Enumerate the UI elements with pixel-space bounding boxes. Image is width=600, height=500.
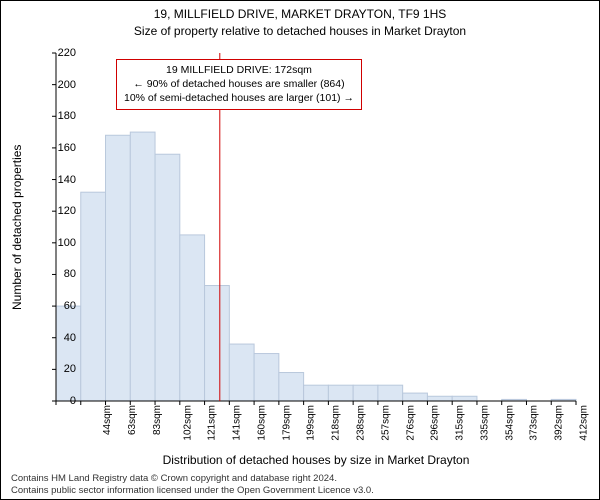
x-tick-label: 335sqm [479, 405, 490, 441]
x-tick-label: 276sqm [405, 405, 416, 441]
y-tick-label: 180 [46, 110, 76, 122]
x-axis-label: Distribution of detached houses by size … [56, 453, 576, 467]
x-tick-label: 238sqm [356, 405, 367, 441]
x-tick-label: 121sqm [207, 405, 218, 441]
annotation-line1: 19 MILLFIELD DRIVE: 172sqm [124, 63, 354, 77]
x-tick-label: 102sqm [182, 405, 193, 441]
chart-container: 19, MILLFIELD DRIVE, MARKET DRAYTON, TF9… [0, 0, 600, 500]
x-tick-label: 160sqm [257, 405, 268, 441]
annotation-box: 19 MILLFIELD DRIVE: 172sqm ← 90% of deta… [116, 59, 362, 110]
annotation-line2: ← 90% of detached houses are smaller (86… [124, 77, 354, 91]
chart-title-line2: Size of property relative to detached ho… [1, 24, 599, 38]
footer-line2: Contains public sector information licen… [11, 485, 374, 496]
x-tick-label: 199sqm [306, 405, 317, 441]
x-tick-label: 257sqm [380, 405, 391, 441]
y-tick-label: 140 [46, 174, 76, 186]
footer-line1: Contains HM Land Registry data © Crown c… [11, 473, 374, 484]
x-tick-label: 218sqm [331, 405, 342, 441]
x-tick-label: 296sqm [430, 405, 441, 441]
x-tick-label: 63sqm [127, 405, 138, 435]
x-tick-label: 392sqm [554, 405, 565, 441]
footer-attribution: Contains HM Land Registry data © Crown c… [11, 473, 374, 496]
plot-area: 19 MILLFIELD DRIVE: 172sqm ← 90% of deta… [56, 53, 576, 401]
y-tick-label: 80 [46, 268, 76, 280]
y-tick-label: 160 [46, 142, 76, 154]
x-tick-label: 141sqm [232, 405, 243, 441]
y-tick-label: 100 [46, 237, 76, 249]
x-tick-label: 179sqm [281, 405, 292, 441]
y-tick-label: 0 [46, 395, 76, 407]
y-tick-label: 120 [46, 205, 76, 217]
x-tick-label: 44sqm [102, 405, 113, 435]
y-axis-label: Number of detached properties [9, 53, 25, 401]
x-tick-label: 412sqm [578, 405, 589, 441]
y-tick-label: 200 [46, 79, 76, 91]
x-tick-label: 83sqm [152, 405, 163, 435]
chart-title-line1: 19, MILLFIELD DRIVE, MARKET DRAYTON, TF9… [1, 7, 599, 23]
x-tick-label: 373sqm [529, 405, 540, 441]
x-tick-label: 354sqm [504, 405, 515, 441]
annotation-line3: 10% of semi-detached houses are larger (… [124, 91, 354, 105]
y-tick-label: 20 [46, 363, 76, 375]
y-tick-label: 60 [46, 300, 76, 312]
y-tick-label: 220 [46, 47, 76, 59]
x-tick-label: 315sqm [455, 405, 466, 441]
y-tick-label: 40 [46, 332, 76, 344]
